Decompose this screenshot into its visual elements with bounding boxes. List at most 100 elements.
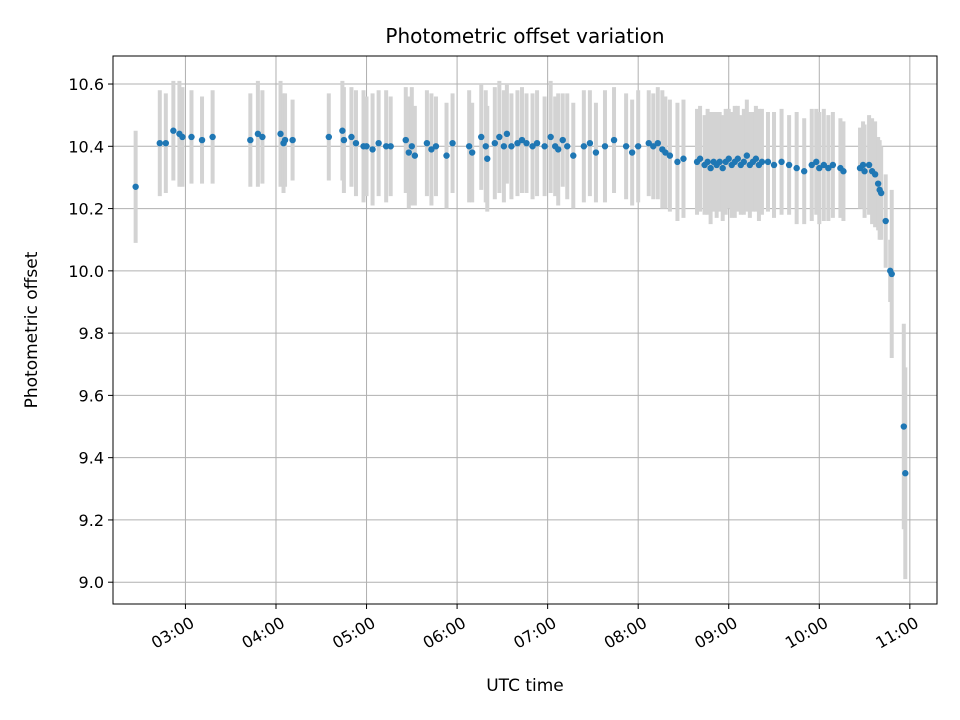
y-tick-label: 10.4	[68, 137, 104, 156]
x-axis-label: UTC time	[486, 676, 564, 696]
data-point	[340, 136, 348, 144]
data-point	[743, 152, 751, 159]
data-point	[816, 164, 823, 172]
data-point	[662, 149, 669, 156]
data-point	[428, 146, 435, 153]
data-point	[840, 168, 847, 175]
data-point	[778, 158, 785, 166]
data-point	[734, 155, 741, 162]
data-point	[601, 143, 609, 150]
data-point	[247, 136, 254, 144]
data-point	[813, 158, 820, 166]
data-point	[634, 143, 642, 150]
data-point	[874, 180, 882, 187]
data-point	[725, 155, 732, 162]
chart-title: Photometric offset variation	[385, 24, 664, 48]
data-point	[666, 152, 674, 159]
data-point	[156, 139, 163, 147]
data-point	[800, 168, 808, 175]
data-point	[650, 143, 657, 150]
data-point	[719, 164, 726, 172]
data-point	[570, 152, 577, 159]
data-point	[541, 143, 548, 150]
data-point	[468, 149, 476, 156]
data-point	[707, 164, 714, 172]
y-tick-label: 9.6	[79, 386, 104, 405]
data-point	[900, 423, 907, 430]
data-point	[533, 139, 541, 147]
data-point	[808, 161, 815, 169]
data-point	[449, 139, 456, 147]
data-point	[865, 161, 873, 169]
data-point	[432, 143, 440, 150]
data-point	[529, 143, 536, 150]
data-point	[696, 155, 704, 162]
data-point	[402, 136, 409, 144]
data-point	[622, 143, 630, 150]
data-point	[363, 143, 370, 150]
data-point	[508, 143, 515, 150]
data-point	[484, 155, 491, 162]
data-point	[387, 143, 394, 150]
data-point	[491, 139, 499, 147]
plot-frame	[112, 55, 938, 605]
data-point	[209, 133, 216, 141]
data-point	[503, 130, 511, 138]
data-point	[674, 158, 681, 166]
data-point	[518, 136, 526, 144]
y-tick-label: 10.0	[68, 262, 104, 281]
y-axis: 9.0 9.2 9.4 9.6 9.8 10.0 10.2 10.4 10.6	[68, 75, 113, 592]
data-point	[289, 136, 296, 144]
data-point	[882, 217, 889, 225]
data-point	[871, 171, 879, 178]
data-point	[820, 161, 828, 169]
data-point	[411, 152, 419, 159]
data-point	[859, 161, 867, 169]
data-point	[785, 161, 793, 169]
data-point	[877, 189, 885, 197]
data-point	[259, 133, 266, 141]
data-point	[170, 127, 177, 134]
data-point	[610, 136, 618, 144]
data-point	[559, 136, 566, 144]
data-point	[523, 139, 530, 147]
data-point	[352, 139, 360, 147]
data-point	[580, 143, 588, 150]
data-point	[405, 149, 412, 156]
data-point	[254, 130, 262, 138]
data-point	[645, 139, 652, 147]
y-tick-label: 9.2	[79, 511, 104, 530]
data-point	[861, 168, 868, 175]
data-point	[704, 158, 711, 166]
data-point	[162, 139, 170, 147]
data-point	[443, 152, 450, 159]
data-point	[586, 139, 594, 147]
data-point	[902, 470, 909, 477]
data-point	[564, 143, 571, 150]
data-point	[408, 143, 416, 150]
data-point	[496, 133, 503, 141]
data-point	[325, 133, 333, 141]
data-point	[423, 139, 431, 147]
data-point	[179, 133, 186, 141]
y-tick-label: 10.6	[68, 75, 104, 94]
data-point	[514, 139, 521, 147]
data-point	[758, 158, 766, 166]
data-point	[369, 146, 376, 153]
data-point	[375, 139, 382, 147]
data-point	[482, 143, 489, 150]
data-point	[770, 161, 778, 169]
data-point	[198, 136, 206, 144]
y-tick-label: 9.0	[79, 573, 104, 592]
data-point	[764, 158, 772, 166]
data-point	[628, 149, 636, 156]
data-point	[825, 164, 832, 172]
data-point	[654, 139, 662, 147]
data-point	[281, 136, 289, 144]
data-point	[716, 158, 723, 166]
data-point	[478, 133, 485, 141]
y-tick-label: 10.2	[68, 200, 104, 219]
data-point	[888, 270, 895, 278]
data-point	[465, 143, 473, 150]
